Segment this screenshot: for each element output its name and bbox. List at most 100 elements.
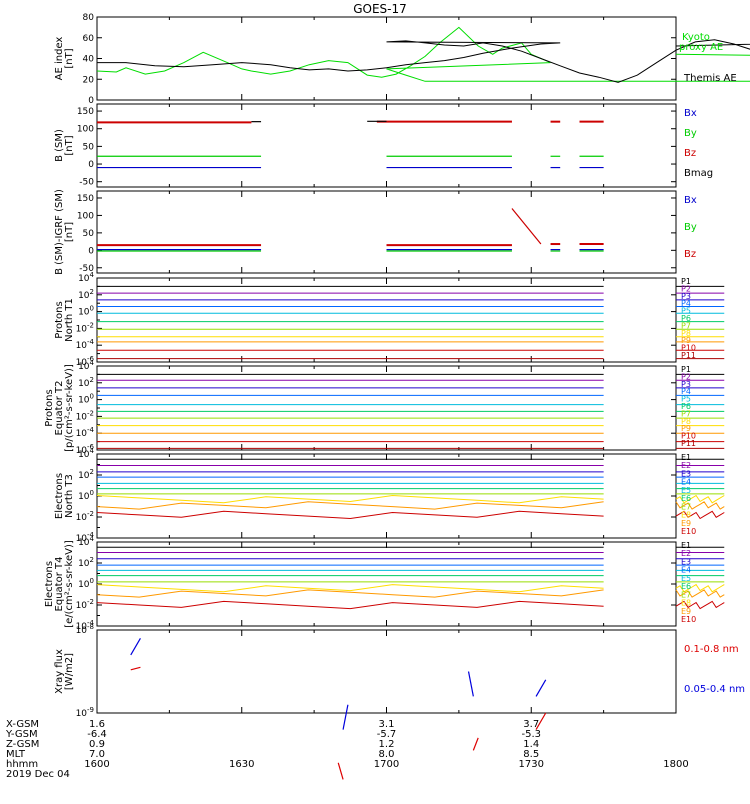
y-tick-label: 40 [83,55,95,65]
series-piece [535,712,547,730]
y-axis-label: [W/m2] [64,653,75,690]
series-line [675,583,725,593]
y-tick-label: 100 [77,125,94,135]
panel-frame [96,103,677,188]
y-axis-label: Equator T2 [54,381,65,436]
y-tick-label: 50 [83,142,95,152]
tick-exponent: 2 [90,556,94,564]
plot-title: GOES-17 [353,2,407,16]
y-tick-label: 100 [77,211,94,221]
tick-exponent: -8 [87,623,94,631]
series-piece [472,737,479,751]
ephemeris-value: 1600 [84,759,109,770]
series-piece [130,637,141,656]
y-axis-label: [p/(cm²-s-sr-keV)] [64,364,75,452]
series-line [675,589,725,598]
legend-entry: E7 [681,590,691,599]
ephemeris-row-label: Z-GSM [6,739,39,750]
legend-entry: P1 [681,277,691,286]
series-piece [337,762,344,780]
legend-entry: E7 [681,502,691,511]
tick-exponent: -9 [87,706,94,714]
time-tick-label: 1730 [519,759,544,770]
series-line [96,589,604,598]
series-line [96,600,604,610]
tick-exponent: 2 [90,468,94,476]
y-axis-label: [nT] [64,222,75,242]
series-line [97,39,750,83]
y-tick-label: -50 [79,178,94,188]
time-tick-label: 1800 [663,759,688,770]
tick-exponent: 0 [90,577,94,585]
panel-b_igrf: -50 0 50 100 150 B (SM)-IGRF (SM) [nT] Bx By Bz [54,189,697,275]
tick-exponent: 0 [90,489,94,497]
y-tick-label: 10-2 [76,598,94,611]
y-axis-label: Equator T4 [54,557,65,612]
ephemeris-value: 3.1 [379,719,395,730]
legend-entry: P8 [681,417,691,426]
tick-exponent: -4 [87,531,95,539]
legend-entry: E4 [681,478,691,487]
legend-entry: Themis AE [683,73,737,84]
legend-entry: P5 [681,395,691,404]
y-tick-label: 10-2 [76,321,94,334]
tick-exponent: -2 [87,409,94,417]
series-piece [342,704,349,730]
legend-entry: P4 [681,299,691,308]
legend-entry: E8 [681,599,691,608]
y-axis-label: B (SM)-IGRF (SM) [54,189,65,275]
y-axis-label: [nT] [64,135,75,155]
legend-entry: P10 [681,344,696,353]
ephemeris-value: 8.0 [379,749,395,760]
ephemeris-value: 3.7 [523,719,539,730]
y-axis-label: Xray flux [54,649,65,694]
y-axis-label: Electrons [54,473,65,519]
tick-exponent: -6 [87,355,95,363]
y-axis-label: AE index [54,37,65,81]
ephemeris-value: 7.0 [89,749,105,760]
y-tick-label: 0 [88,246,94,256]
legend-entry: P1 [681,365,691,374]
series-piece [130,666,141,671]
legend-entry: P8 [681,329,691,338]
series-line [675,600,725,610]
ephemeris-row-label: Y-GSM [5,729,38,740]
tick-exponent: 4 [90,447,95,455]
legend-entry: E3 [681,557,691,566]
y-tick-label: 60 [83,34,95,44]
series-line [96,494,604,504]
legend-entry: E6 [681,494,691,503]
legend-entry: E1 [681,541,691,550]
ephemeris-value: -5.7 [377,729,397,740]
tick-exponent: 0 [90,393,94,401]
ephemeris-row-label: MLT [6,749,26,760]
y-tick-label: 10-9 [76,706,94,719]
y-tick-label: 102 [78,556,94,569]
legend-entry: Bmag [684,168,713,179]
legend-entry: Bx [684,108,697,119]
y-tick-label: 0 [88,160,94,170]
series-line [96,26,750,82]
legend-entry: E10 [681,615,696,624]
legend-entry: E2 [681,549,691,558]
legend-entry: P7 [681,321,691,330]
y-tick-label: 100 [78,577,94,590]
legend-entry: By [684,128,697,139]
tick-exponent: -2 [87,510,94,518]
y-tick-label: -50 [79,264,94,274]
series-line [96,501,604,510]
y-axis-label: B (SM) [54,129,65,162]
series-line [96,510,604,520]
panel-frame [96,277,677,363]
legend-entry: E1 [681,453,691,462]
legend-entry: P11 [681,351,696,360]
y-axis-label: North T3 [64,474,75,518]
y-tick-label: 102 [78,376,94,389]
y-tick-label: 10-2 [76,409,94,422]
legend-entry: P6 [681,314,691,323]
series-line [675,494,725,504]
tick-exponent: -4 [87,619,95,627]
